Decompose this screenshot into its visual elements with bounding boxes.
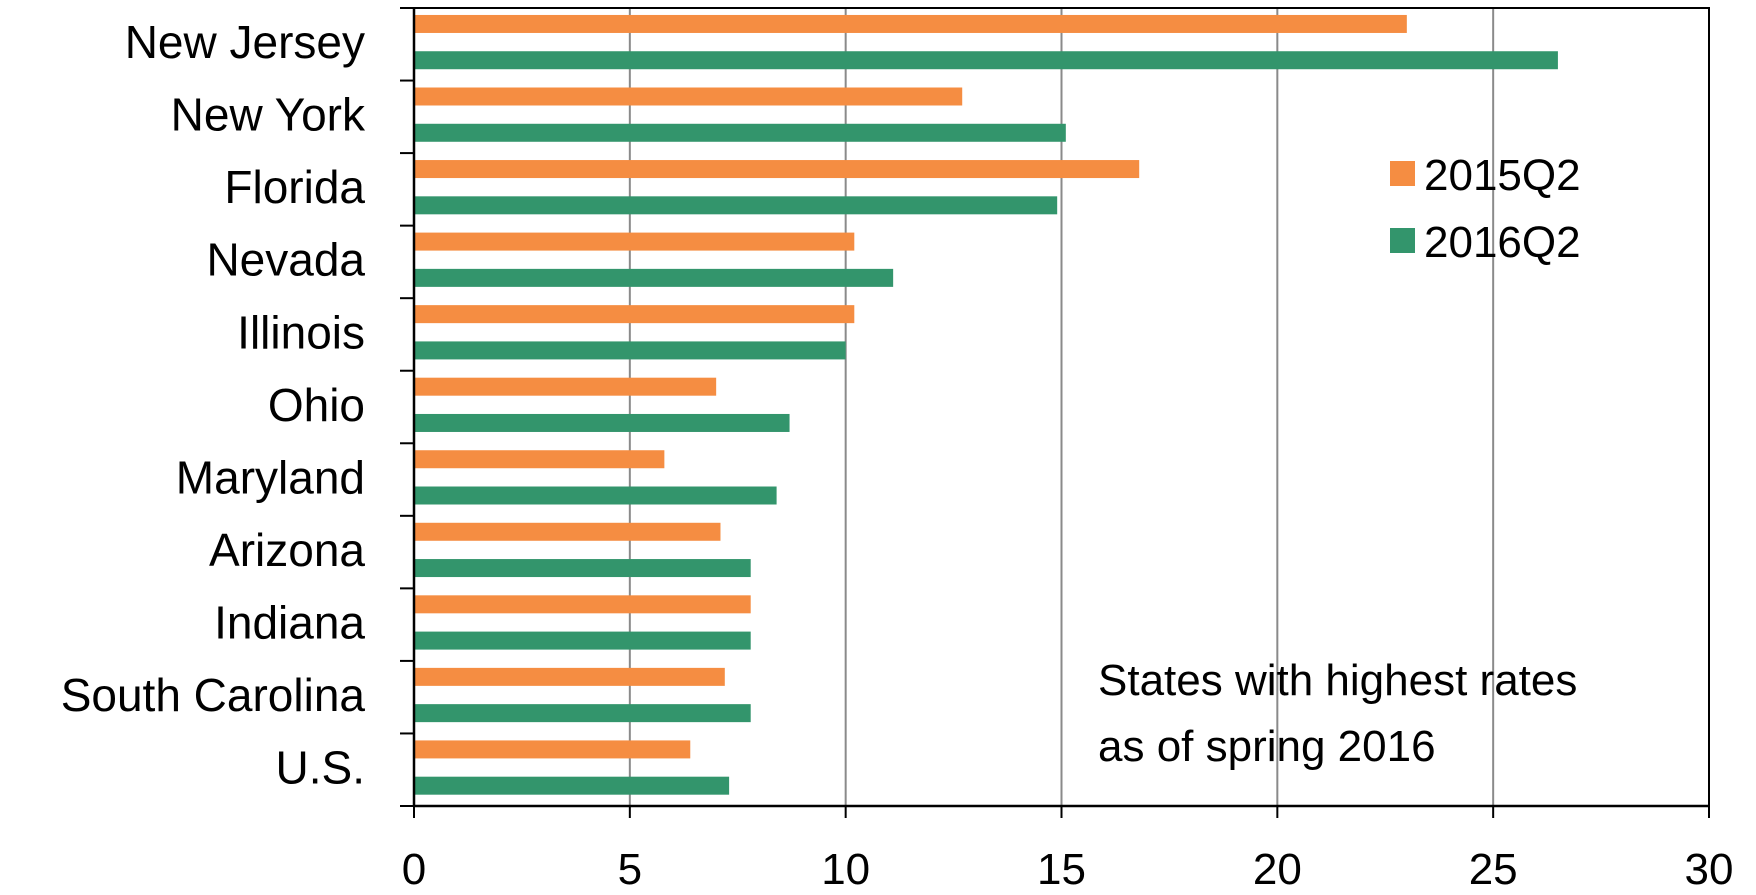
bar-2015Q2-1 bbox=[414, 87, 963, 106]
bar-2015Q2-4 bbox=[414, 305, 855, 324]
chart-annotation: States with highest rates as of spring 2… bbox=[1098, 656, 1590, 771]
bar-2016Q2-10 bbox=[414, 776, 730, 795]
annotation-line-1: States with highest rates bbox=[1098, 656, 1577, 705]
bar-2015Q2-2 bbox=[414, 160, 1140, 179]
x-tick-label-5: 5 bbox=[618, 845, 642, 894]
category-label-0: New Jersey bbox=[125, 16, 365, 68]
legend: 2015Q2 2016Q2 bbox=[1390, 151, 1581, 267]
category-label-7: Arizona bbox=[209, 524, 365, 576]
x-tick-label-20: 20 bbox=[1253, 845, 1302, 894]
bar-2016Q2-2 bbox=[414, 196, 1058, 215]
category-label-2: Florida bbox=[224, 161, 365, 213]
bar-2015Q2-5 bbox=[414, 377, 717, 396]
legend-swatch-2016Q2 bbox=[1390, 228, 1415, 253]
bar-2015Q2-8 bbox=[414, 595, 751, 614]
category-label-8: Indiana bbox=[214, 596, 365, 648]
x-tick-label-25: 25 bbox=[1469, 845, 1518, 894]
bar-2015Q2-10 bbox=[414, 740, 691, 759]
bars bbox=[414, 14, 1558, 795]
category-label-4: Illinois bbox=[237, 306, 365, 358]
bar-2015Q2-6 bbox=[414, 450, 665, 469]
bar-2016Q2-7 bbox=[414, 559, 751, 578]
bar-2016Q2-0 bbox=[414, 51, 1558, 70]
x-tick-label-30: 30 bbox=[1685, 845, 1734, 894]
legend-label-2016Q2: 2016Q2 bbox=[1424, 218, 1581, 267]
x-tick-label-15: 15 bbox=[1037, 845, 1086, 894]
bar-2015Q2-3 bbox=[414, 232, 855, 251]
legend-label-2015Q2: 2015Q2 bbox=[1424, 151, 1581, 200]
annotation-line-2: as of spring 2016 bbox=[1098, 722, 1436, 771]
legend-swatch-2015Q2 bbox=[1390, 161, 1415, 186]
bar-2016Q2-6 bbox=[414, 486, 777, 505]
bar-2016Q2-5 bbox=[414, 413, 790, 432]
category-label-9: South Carolina bbox=[61, 669, 366, 721]
bar-2016Q2-1 bbox=[414, 123, 1066, 142]
bar-2015Q2-0 bbox=[414, 14, 1407, 33]
bar-2016Q2-4 bbox=[414, 341, 846, 360]
bar-2016Q2-3 bbox=[414, 268, 894, 287]
category-label-10: U.S. bbox=[276, 742, 365, 794]
x-tick-label-10: 10 bbox=[821, 845, 870, 894]
bar-2016Q2-8 bbox=[414, 631, 751, 650]
bar-2016Q2-9 bbox=[414, 704, 751, 723]
x-tick-labels: 0 5 10 15 20 25 30 bbox=[402, 845, 1734, 894]
bar-2015Q2-7 bbox=[414, 522, 721, 541]
category-label-6: Maryland bbox=[176, 451, 365, 503]
category-label-1: New York bbox=[171, 89, 366, 141]
category-label-3: Nevada bbox=[206, 234, 365, 286]
axes bbox=[400, 7, 1710, 818]
category-labels: New Jersey New York Florida Nevada Illinois O… bbox=[61, 16, 366, 793]
bar-2015Q2-9 bbox=[414, 667, 725, 686]
x-tick-label-0: 0 bbox=[402, 845, 426, 894]
category-label-5: Ohio bbox=[268, 379, 365, 431]
